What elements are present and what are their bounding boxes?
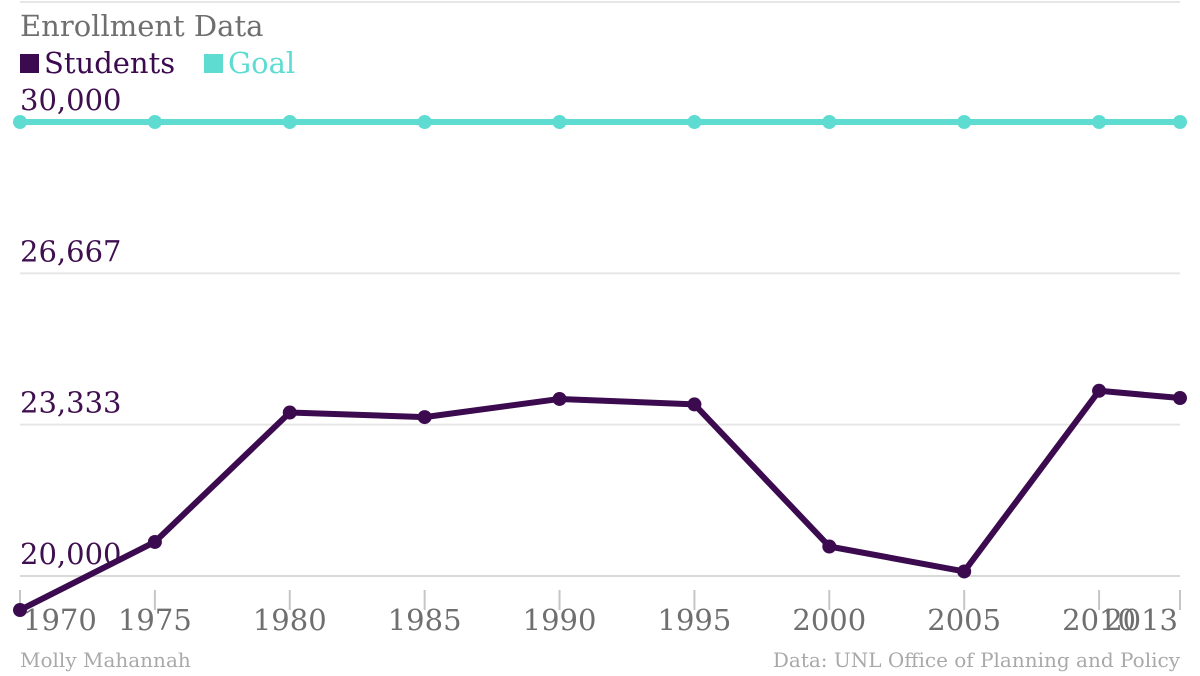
legend-swatch-students: [20, 54, 39, 73]
data-point-students: [687, 397, 702, 412]
data-point-goal: [1092, 115, 1107, 129]
data-point-goal: [822, 115, 837, 129]
data-point-students: [1092, 383, 1107, 398]
data-point-goal: [687, 115, 702, 129]
data-point-goal: [957, 115, 972, 129]
gridlines: [20, 1, 1180, 577]
series: [13, 115, 1187, 618]
legend-label-goal: Goal: [228, 46, 295, 80]
data-point-students: [147, 534, 162, 549]
x-tick-label: 1980: [253, 603, 327, 637]
data-point-goal: [282, 115, 297, 129]
y-tick-label: 23,333: [20, 386, 121, 420]
author-credit: Molly Mahannah: [20, 648, 191, 672]
series-line-students: [17, 387, 1183, 614]
data-point-goal: [147, 115, 162, 129]
x-tick-label: 1985: [388, 603, 462, 637]
data-point-students: [417, 410, 432, 425]
legend-swatch-goal: [204, 54, 223, 73]
chart-title: Enrollment Data: [20, 9, 263, 43]
legend: Students Goal: [20, 46, 295, 80]
y-tick-label: 26,667: [20, 234, 121, 268]
data-point-students: [282, 405, 297, 420]
x-tick-label: 2013: [1104, 603, 1178, 637]
data-point-goal: [1173, 115, 1187, 129]
data-point-students: [1173, 391, 1187, 406]
legend-item-goal: Goal: [204, 46, 295, 80]
data-point-students: [13, 603, 27, 618]
x-tick-label: 1995: [658, 603, 732, 637]
x-tick-label: 2005: [927, 603, 1001, 637]
x-tick-label: 2010: [1062, 603, 1136, 637]
x-tick-label: 1975: [118, 603, 192, 637]
x-tick-label: 1970: [23, 603, 97, 637]
x-tick-label: 1990: [523, 603, 597, 637]
x-tick-label: 2000: [792, 603, 866, 637]
data-point-goal: [552, 115, 567, 129]
data-point-goal: [13, 115, 27, 129]
data-point-students: [552, 391, 567, 406]
data-point-students: [822, 539, 837, 554]
data-point-students: [957, 564, 972, 579]
legend-item-students: Students: [20, 46, 175, 80]
data-point-goal: [417, 115, 432, 129]
data-source: Data: UNL Office of Planning and Policy: [773, 648, 1181, 672]
legend-label-students: Students: [44, 46, 175, 80]
y-tick-label: 30,000: [20, 83, 121, 117]
